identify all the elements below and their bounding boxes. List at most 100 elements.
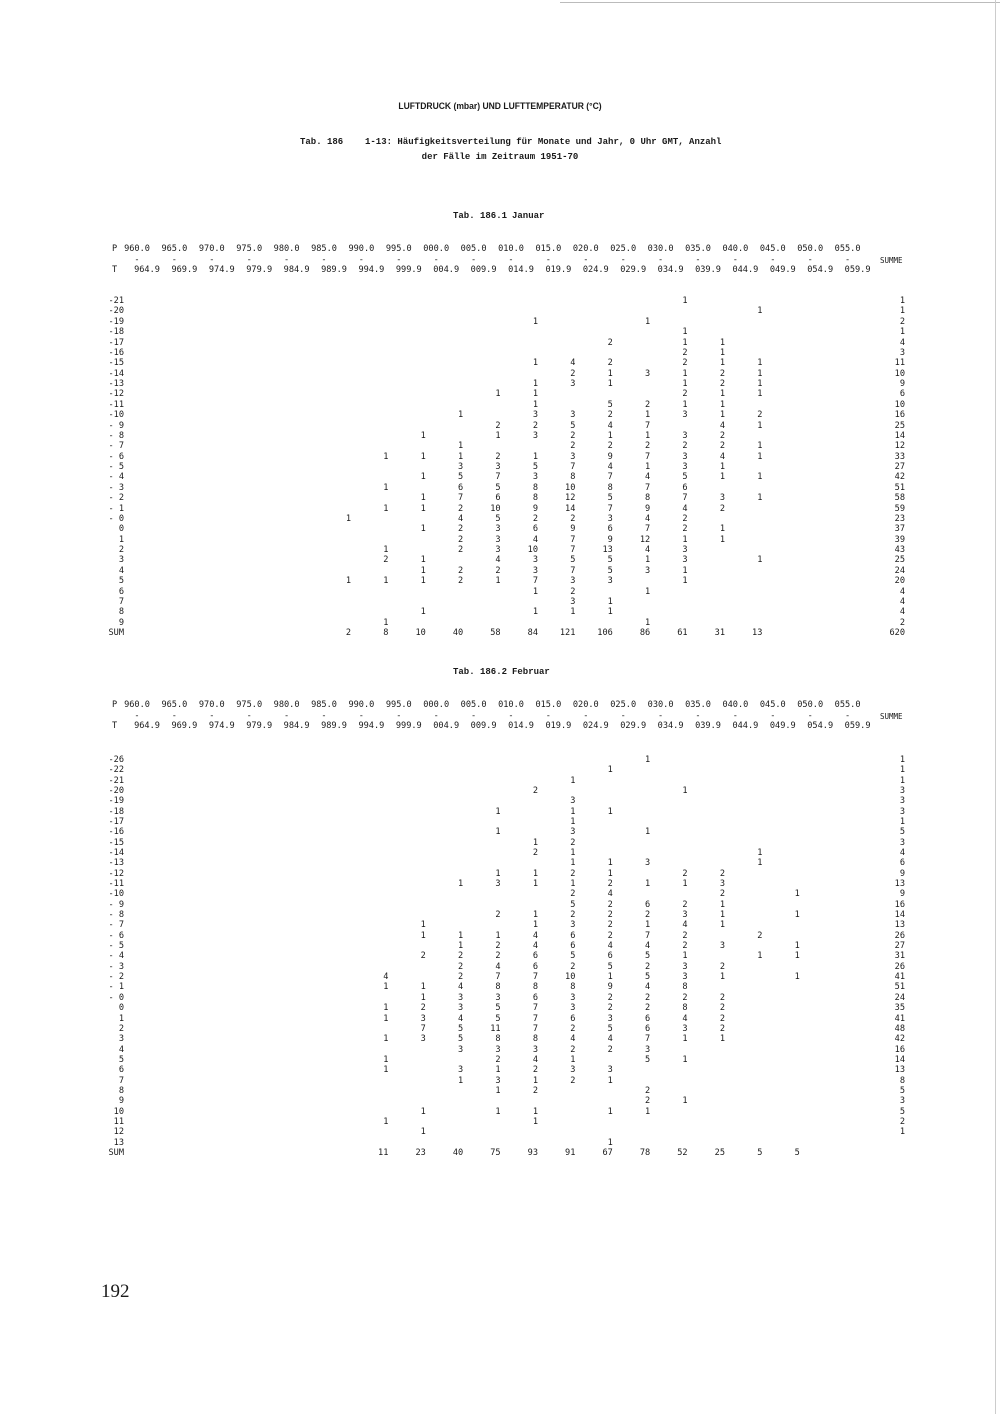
frequency-cell: 1	[645, 755, 651, 765]
frequency-cell: 1	[383, 617, 389, 628]
table-label: Tab. 186.2	[453, 667, 508, 677]
pressure-class-from: 965.0	[161, 244, 188, 254]
frequency-cell: 2	[570, 1075, 576, 1086]
frequency-cell: 1	[570, 858, 576, 869]
frequency-cell: 1	[420, 565, 426, 576]
row-sum: 13	[894, 879, 905, 890]
frequency-cell: 4	[607, 889, 613, 900]
frequency-cell: 3	[682, 462, 688, 472]
frequency-cell: 2	[645, 399, 651, 410]
frequency-cell: 6	[532, 524, 538, 535]
pressure-class-to: 009.9	[470, 265, 497, 275]
temperature-label: -11	[108, 879, 124, 890]
frequency-cell: 1	[757, 306, 763, 317]
frequency-cell: 1	[607, 1075, 613, 1086]
pressure-class-dash: -	[845, 254, 851, 265]
frequency-cell: 1	[719, 462, 725, 472]
pressure-class-to: 994.9	[358, 265, 385, 275]
frequency-cell: 1	[682, 786, 688, 797]
temperature-label: - 9	[108, 420, 124, 431]
row-sum: 6	[899, 389, 905, 400]
frequency-cell: 1	[645, 586, 651, 597]
frequency-cell: 2	[719, 368, 725, 379]
frequency-cell: 1	[682, 399, 688, 410]
frequency-cell: 3	[495, 545, 501, 555]
row-sum: 31	[894, 951, 905, 962]
frequency-cell: 2	[570, 430, 576, 441]
pressure-class-to: 014.9	[508, 721, 534, 731]
frequency-cell: 1	[719, 337, 725, 348]
frequency-cell: 3	[719, 941, 725, 952]
frequency-cell: 14	[565, 503, 576, 514]
frequency-cell: 2	[607, 1044, 613, 1055]
pressure-class-to: 974.9	[208, 721, 235, 731]
frequency-cell: 1	[570, 775, 576, 786]
frequency-cell: 2	[607, 358, 613, 369]
frequency-cell: 2	[532, 420, 538, 431]
frequency-cell: 2	[570, 368, 576, 379]
pressure-class-from: 040.0	[722, 244, 749, 254]
pressure-class-from: 035.0	[685, 700, 711, 710]
frequency-cell: 2	[458, 972, 464, 983]
frequency-cell: 1	[570, 817, 576, 828]
frequency-cell: 1	[532, 920, 538, 931]
pressure-class-dash: -	[658, 254, 664, 265]
temperature-label: - 2	[108, 493, 124, 504]
row-sum: 23	[894, 513, 905, 524]
frequency-cell: 1	[383, 545, 389, 555]
frequency-cell: 1	[532, 358, 538, 369]
frequency-cell: 8	[495, 1034, 501, 1045]
pressure-class-to: 039.9	[695, 265, 721, 275]
frequency-cell: 7	[495, 972, 501, 983]
frequency-cell: 10	[490, 503, 501, 514]
pressure-class-dash: -	[583, 254, 589, 265]
row-sum: 41	[894, 972, 905, 983]
frequency-cell: 2	[607, 337, 613, 348]
frequency-cell: 3	[495, 879, 501, 890]
frequency-cell: 67	[602, 1147, 613, 1158]
frequency-cell: 25	[714, 1147, 725, 1158]
frequency-cell: 1	[757, 368, 763, 379]
frequency-cell: 1	[682, 1096, 688, 1107]
row-sum: 1	[899, 296, 905, 306]
frequency-cell: 1	[757, 951, 763, 962]
temperature-label: SUM	[108, 1147, 124, 1158]
temperature-label: - 8	[108, 910, 124, 921]
frequency-cell: 1	[532, 868, 538, 879]
frequency-cell: 2	[719, 889, 725, 900]
frequency-cell: 3	[607, 1013, 613, 1024]
frequency-cell: 2	[719, 379, 725, 389]
frequency-cell: 3	[495, 1044, 501, 1055]
temperature-label: 7	[118, 1075, 124, 1086]
frequency-cell: 1	[757, 848, 763, 859]
frequency-cell: 1	[757, 420, 763, 431]
frequency-cell: 2	[719, 1003, 725, 1014]
pressure-axis-label: P	[112, 244, 118, 254]
frequency-cell: 1	[383, 1116, 389, 1127]
frequency-cell: 6	[570, 941, 576, 952]
temperature-label: -15	[108, 358, 124, 369]
pressure-class-to: 059.9	[844, 721, 871, 731]
pressure-class-dash: -	[545, 710, 551, 721]
frequency-cell: 1	[757, 451, 763, 462]
frequency-cell: 7	[607, 503, 613, 514]
frequency-cell: 2	[607, 910, 613, 921]
frequency-cell: 1	[420, 555, 426, 566]
temperature-label: -16	[108, 827, 124, 838]
frequency-cell: 4	[570, 358, 576, 369]
temperature-label: 4	[118, 1044, 124, 1055]
frequency-cell: 3	[570, 992, 576, 1003]
pressure-class-from: 050.0	[797, 244, 824, 254]
pressure-class-from: 030.0	[647, 700, 674, 710]
frequency-cell: 9	[570, 524, 576, 535]
temperature-label: - 7	[108, 441, 124, 452]
frequency-cell: 5	[607, 565, 613, 576]
frequency-cell: 1	[420, 503, 426, 514]
frequency-cell: 1	[682, 368, 688, 379]
frequency-cell: 6	[645, 899, 651, 910]
frequency-cell: 1	[607, 1106, 613, 1117]
frequency-cell: 75	[490, 1147, 501, 1158]
frequency-cell: 3	[495, 462, 501, 472]
frequency-cell: 2	[570, 513, 576, 524]
pressure-class-from: 965.0	[161, 700, 188, 710]
